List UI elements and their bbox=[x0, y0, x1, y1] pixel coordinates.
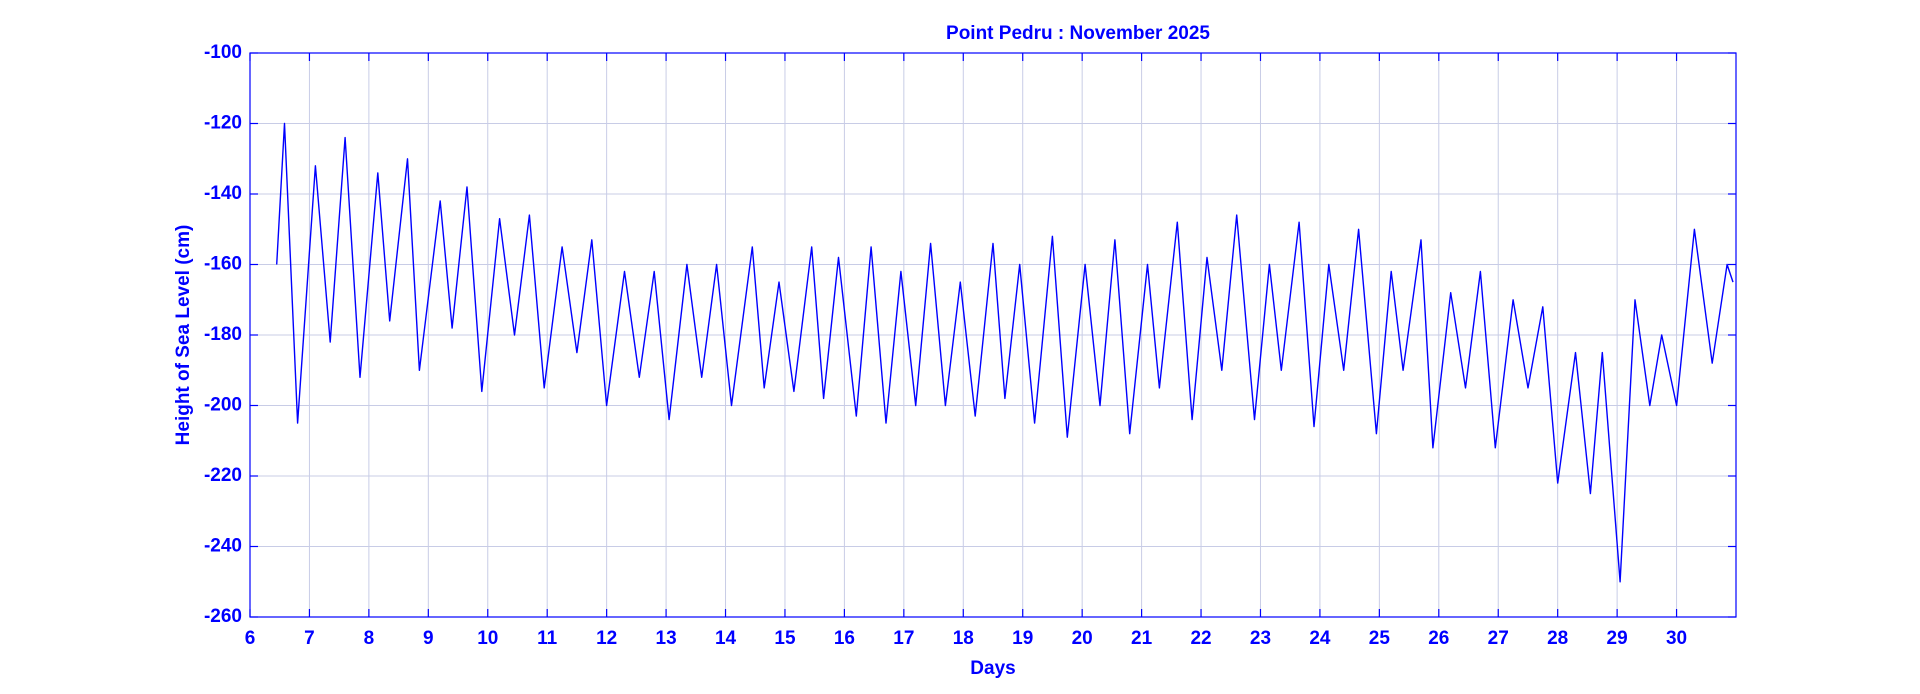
y-tick-label: -140 bbox=[204, 183, 242, 204]
y-tick-label: -200 bbox=[204, 395, 242, 416]
x-tick-label: 12 bbox=[596, 628, 617, 649]
x-tick-label: 21 bbox=[1131, 628, 1153, 649]
x-tick-label: 7 bbox=[304, 628, 315, 649]
y-tick-label: -240 bbox=[204, 536, 242, 557]
x-tick-label: 29 bbox=[1607, 628, 1628, 649]
x-tick-label: 19 bbox=[1012, 628, 1033, 649]
y-tick-label: -100 bbox=[204, 42, 242, 63]
x-tick-label: 13 bbox=[656, 628, 677, 649]
chart-title: Point Pedru : November 2025 bbox=[946, 23, 1210, 44]
x-axis-label: Days bbox=[970, 658, 1015, 679]
y-tick-label: -120 bbox=[204, 113, 242, 134]
x-tick-label: 15 bbox=[774, 628, 796, 649]
x-tick-label: 23 bbox=[1250, 628, 1271, 649]
x-tick-label: 16 bbox=[834, 628, 855, 649]
x-tick-label: 9 bbox=[423, 628, 434, 649]
x-tick-label: 22 bbox=[1190, 628, 1211, 649]
x-tick-label: 11 bbox=[537, 628, 558, 649]
x-tick-label: 20 bbox=[1072, 628, 1093, 649]
x-tick-label: 10 bbox=[477, 628, 498, 649]
y-tick-label: -260 bbox=[204, 606, 242, 627]
sea-level-line bbox=[276, 122, 1734, 583]
x-tick-label: 25 bbox=[1369, 628, 1391, 649]
y-tick-label: -180 bbox=[204, 324, 242, 345]
x-tick-label: 6 bbox=[245, 628, 256, 649]
x-tick-label: 14 bbox=[715, 628, 737, 649]
y-axis-label: Height of Sea Level (cm) bbox=[173, 225, 194, 446]
x-tick-label: 18 bbox=[953, 628, 974, 649]
x-tick-label: 8 bbox=[364, 628, 375, 649]
x-tick-label: 24 bbox=[1309, 628, 1331, 649]
x-tick-label: 26 bbox=[1428, 628, 1449, 649]
y-tick-label: -220 bbox=[204, 465, 242, 486]
x-tick-label: 27 bbox=[1488, 628, 1509, 649]
x-tick-label: 30 bbox=[1666, 628, 1687, 649]
x-tick-label: 17 bbox=[893, 628, 914, 649]
x-tick-label: 28 bbox=[1547, 628, 1568, 649]
plot-frame bbox=[249, 52, 1737, 618]
y-tick-label: -160 bbox=[204, 254, 242, 275]
